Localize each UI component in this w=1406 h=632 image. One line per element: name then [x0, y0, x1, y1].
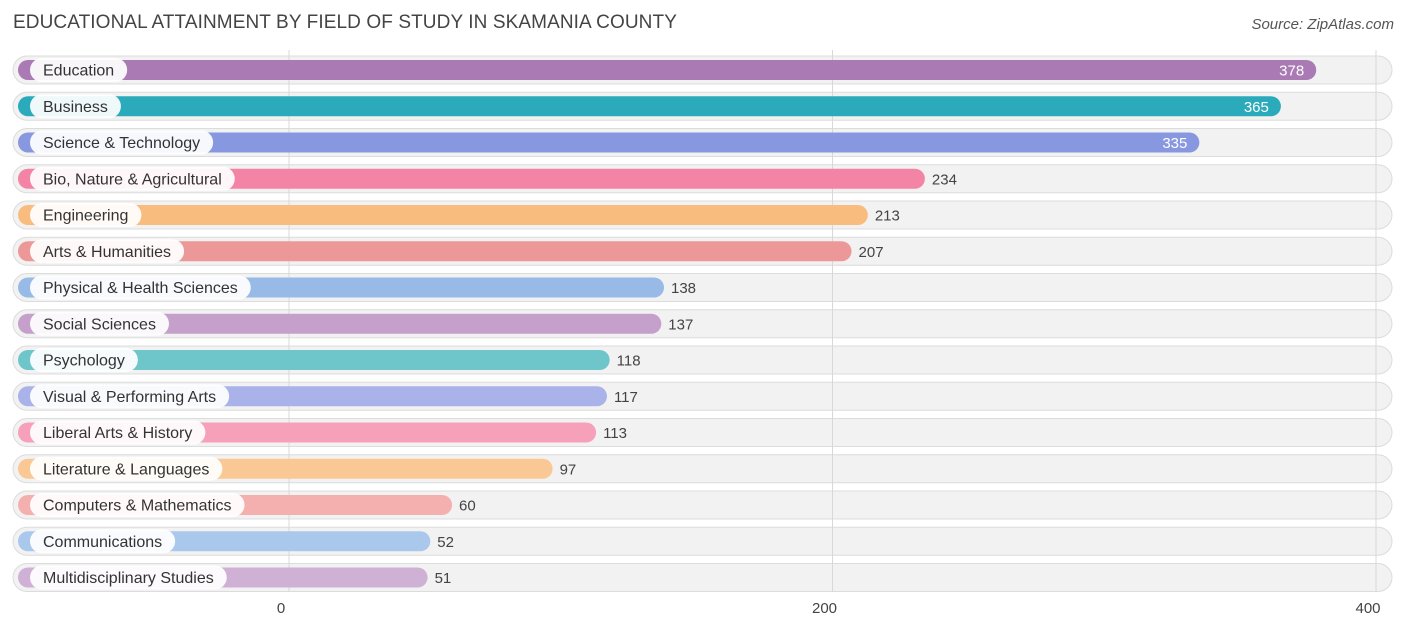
value-label: 118 [617, 353, 641, 370]
value-label: 113 [603, 425, 627, 442]
category-label-pill [30, 420, 206, 445]
tick-label: 200 [812, 600, 837, 617]
category-label-pill [30, 275, 251, 300]
value-label: 60 [459, 498, 476, 515]
category-label: Visual & Performing Arts [43, 389, 216, 406]
category-label: Engineering [43, 208, 128, 225]
chart-title: EDUCATIONAL ATTAINMENT BY FIELD OF STUDY… [13, 12, 677, 33]
category-label-pill [30, 456, 223, 481]
bar [18, 313, 662, 334]
bar [18, 241, 852, 262]
category-label: Education [43, 63, 114, 80]
category-label: Computers & Mathematics [43, 498, 232, 515]
category-label-pill [30, 130, 214, 155]
bar [18, 96, 1281, 117]
category-label-pill [30, 529, 176, 554]
value-label: 207 [859, 244, 884, 261]
value-label: 137 [668, 316, 693, 333]
category-label: Literature & Languages [43, 461, 209, 478]
category-label: Physical & Health Sciences [43, 280, 238, 297]
category-label: Science & Technology [43, 135, 200, 152]
value-label: 117 [614, 389, 638, 406]
category-label: Business [43, 99, 108, 116]
bar [18, 205, 868, 225]
bar [18, 168, 925, 189]
value-label: 335 [1162, 135, 1187, 152]
bar [18, 60, 1317, 80]
category-label-pill [30, 58, 128, 82]
bar [18, 350, 610, 370]
value-label: 378 [1279, 63, 1304, 80]
category-label: Psychology [43, 353, 125, 370]
category-label: Multidisciplinary Studies [43, 570, 214, 587]
value-label: 97 [560, 461, 577, 478]
category-label-pill [30, 565, 227, 590]
category-label: Communications [43, 534, 162, 551]
value-label: 51 [435, 570, 452, 587]
value-label: 213 [875, 208, 900, 225]
value-label: 52 [437, 534, 454, 551]
tick-label: 0 [277, 600, 285, 617]
tick-label: 400 [1355, 600, 1380, 617]
source-credit: Source: ZipAtlas.com [1251, 16, 1394, 33]
bar [18, 132, 1200, 153]
category-label-pill [30, 239, 185, 264]
category-label-pill [30, 493, 245, 517]
value-label: 234 [932, 171, 957, 188]
category-label-pill [30, 203, 142, 227]
category-label-pill [30, 94, 121, 119]
category-label-pill [30, 166, 235, 191]
category-label: Arts & Humanities [43, 244, 171, 261]
category-label: Liberal Arts & History [43, 425, 192, 442]
category-label-pill [30, 311, 169, 336]
category-label: Social Sciences [43, 316, 156, 333]
category-label-pill [30, 384, 230, 409]
category-label-pill [30, 348, 138, 372]
category-label: Bio, Nature & Agricultural [43, 171, 222, 188]
value-label: 365 [1244, 99, 1269, 116]
value-label: 138 [671, 280, 696, 297]
